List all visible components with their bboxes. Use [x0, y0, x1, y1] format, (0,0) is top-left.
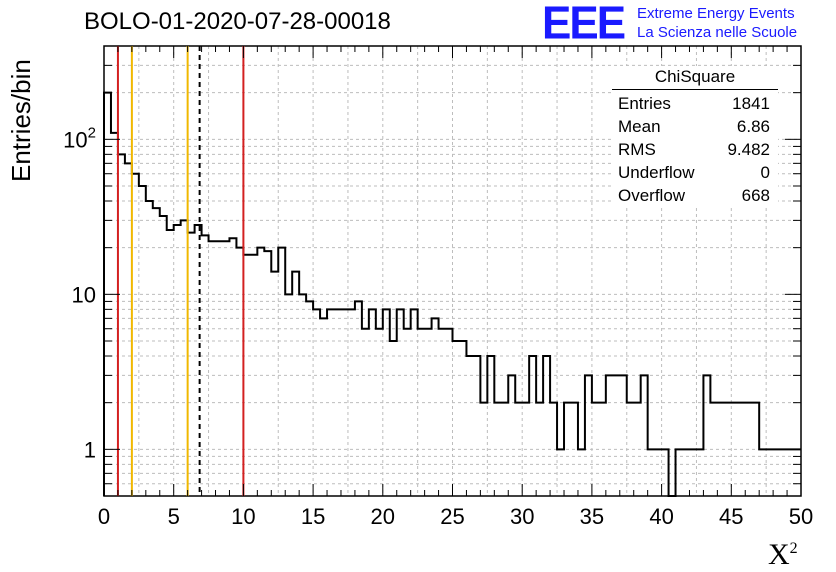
x-tick-label: 45 [719, 504, 743, 529]
stats-value: 668 [741, 186, 770, 205]
stats-row: Entries 1841 [612, 92, 778, 115]
stats-value: 1841 [732, 94, 770, 113]
stats-row: Underflow 0 [612, 161, 778, 184]
x-tick-label: 0 [98, 504, 110, 529]
x-tick-label: 25 [440, 504, 464, 529]
stats-row: RMS 9.482 [612, 138, 778, 161]
stats-value: 9.482 [727, 140, 770, 159]
eee-logo: EEE [542, 0, 626, 50]
stats-label: RMS [618, 140, 656, 159]
stats-box: ChiSquare Entries 1841 Mean 6.86 RMS 9.482 Und… [612, 66, 778, 207]
stats-label: Underflow [618, 163, 695, 182]
x-tick-label: 50 [789, 504, 813, 529]
x-tick-label: 10 [231, 504, 255, 529]
stats-title: ChiSquare [612, 66, 778, 90]
x-tick-label: 20 [371, 504, 395, 529]
x-tick-label: 5 [168, 504, 180, 529]
x-tick-label: 30 [510, 504, 534, 529]
stats-label: Mean [618, 117, 661, 136]
plot-title: BOLO-01-2020-07-28-00018 [84, 8, 391, 35]
x-axis-label: X2 [768, 538, 798, 572]
y-axis-label: Entries/bin [6, 59, 36, 182]
x-axis-label-sup: 2 [789, 540, 798, 557]
logo-line-2: La Scienza nelle Scuole [637, 24, 798, 41]
stats-value: 0 [760, 163, 770, 182]
grid-lines [104, 46, 801, 496]
x-axis-label-base: X [768, 538, 790, 571]
stats-row: Mean 6.86 [612, 115, 778, 138]
stats-label: Entries [618, 94, 671, 113]
stats-row: Overflow 668 [612, 184, 778, 207]
logo-line-1: Extreme Energy Events [637, 5, 795, 22]
logo-subtitle: Extreme Energy Events La Scienza nelle S… [637, 4, 797, 42]
y-tick-label: 1 [84, 437, 96, 462]
x-tick-label: 40 [649, 504, 673, 529]
histogram-series [103, 91, 801, 497]
stats-value: 6.86 [736, 117, 770, 136]
y-tick-label: 10 [72, 282, 96, 307]
y-tick-label: 102 [63, 124, 96, 152]
x-tick-label: 15 [301, 504, 325, 529]
x-tick-label: 35 [580, 504, 604, 529]
stats-label: Overflow [618, 186, 686, 205]
